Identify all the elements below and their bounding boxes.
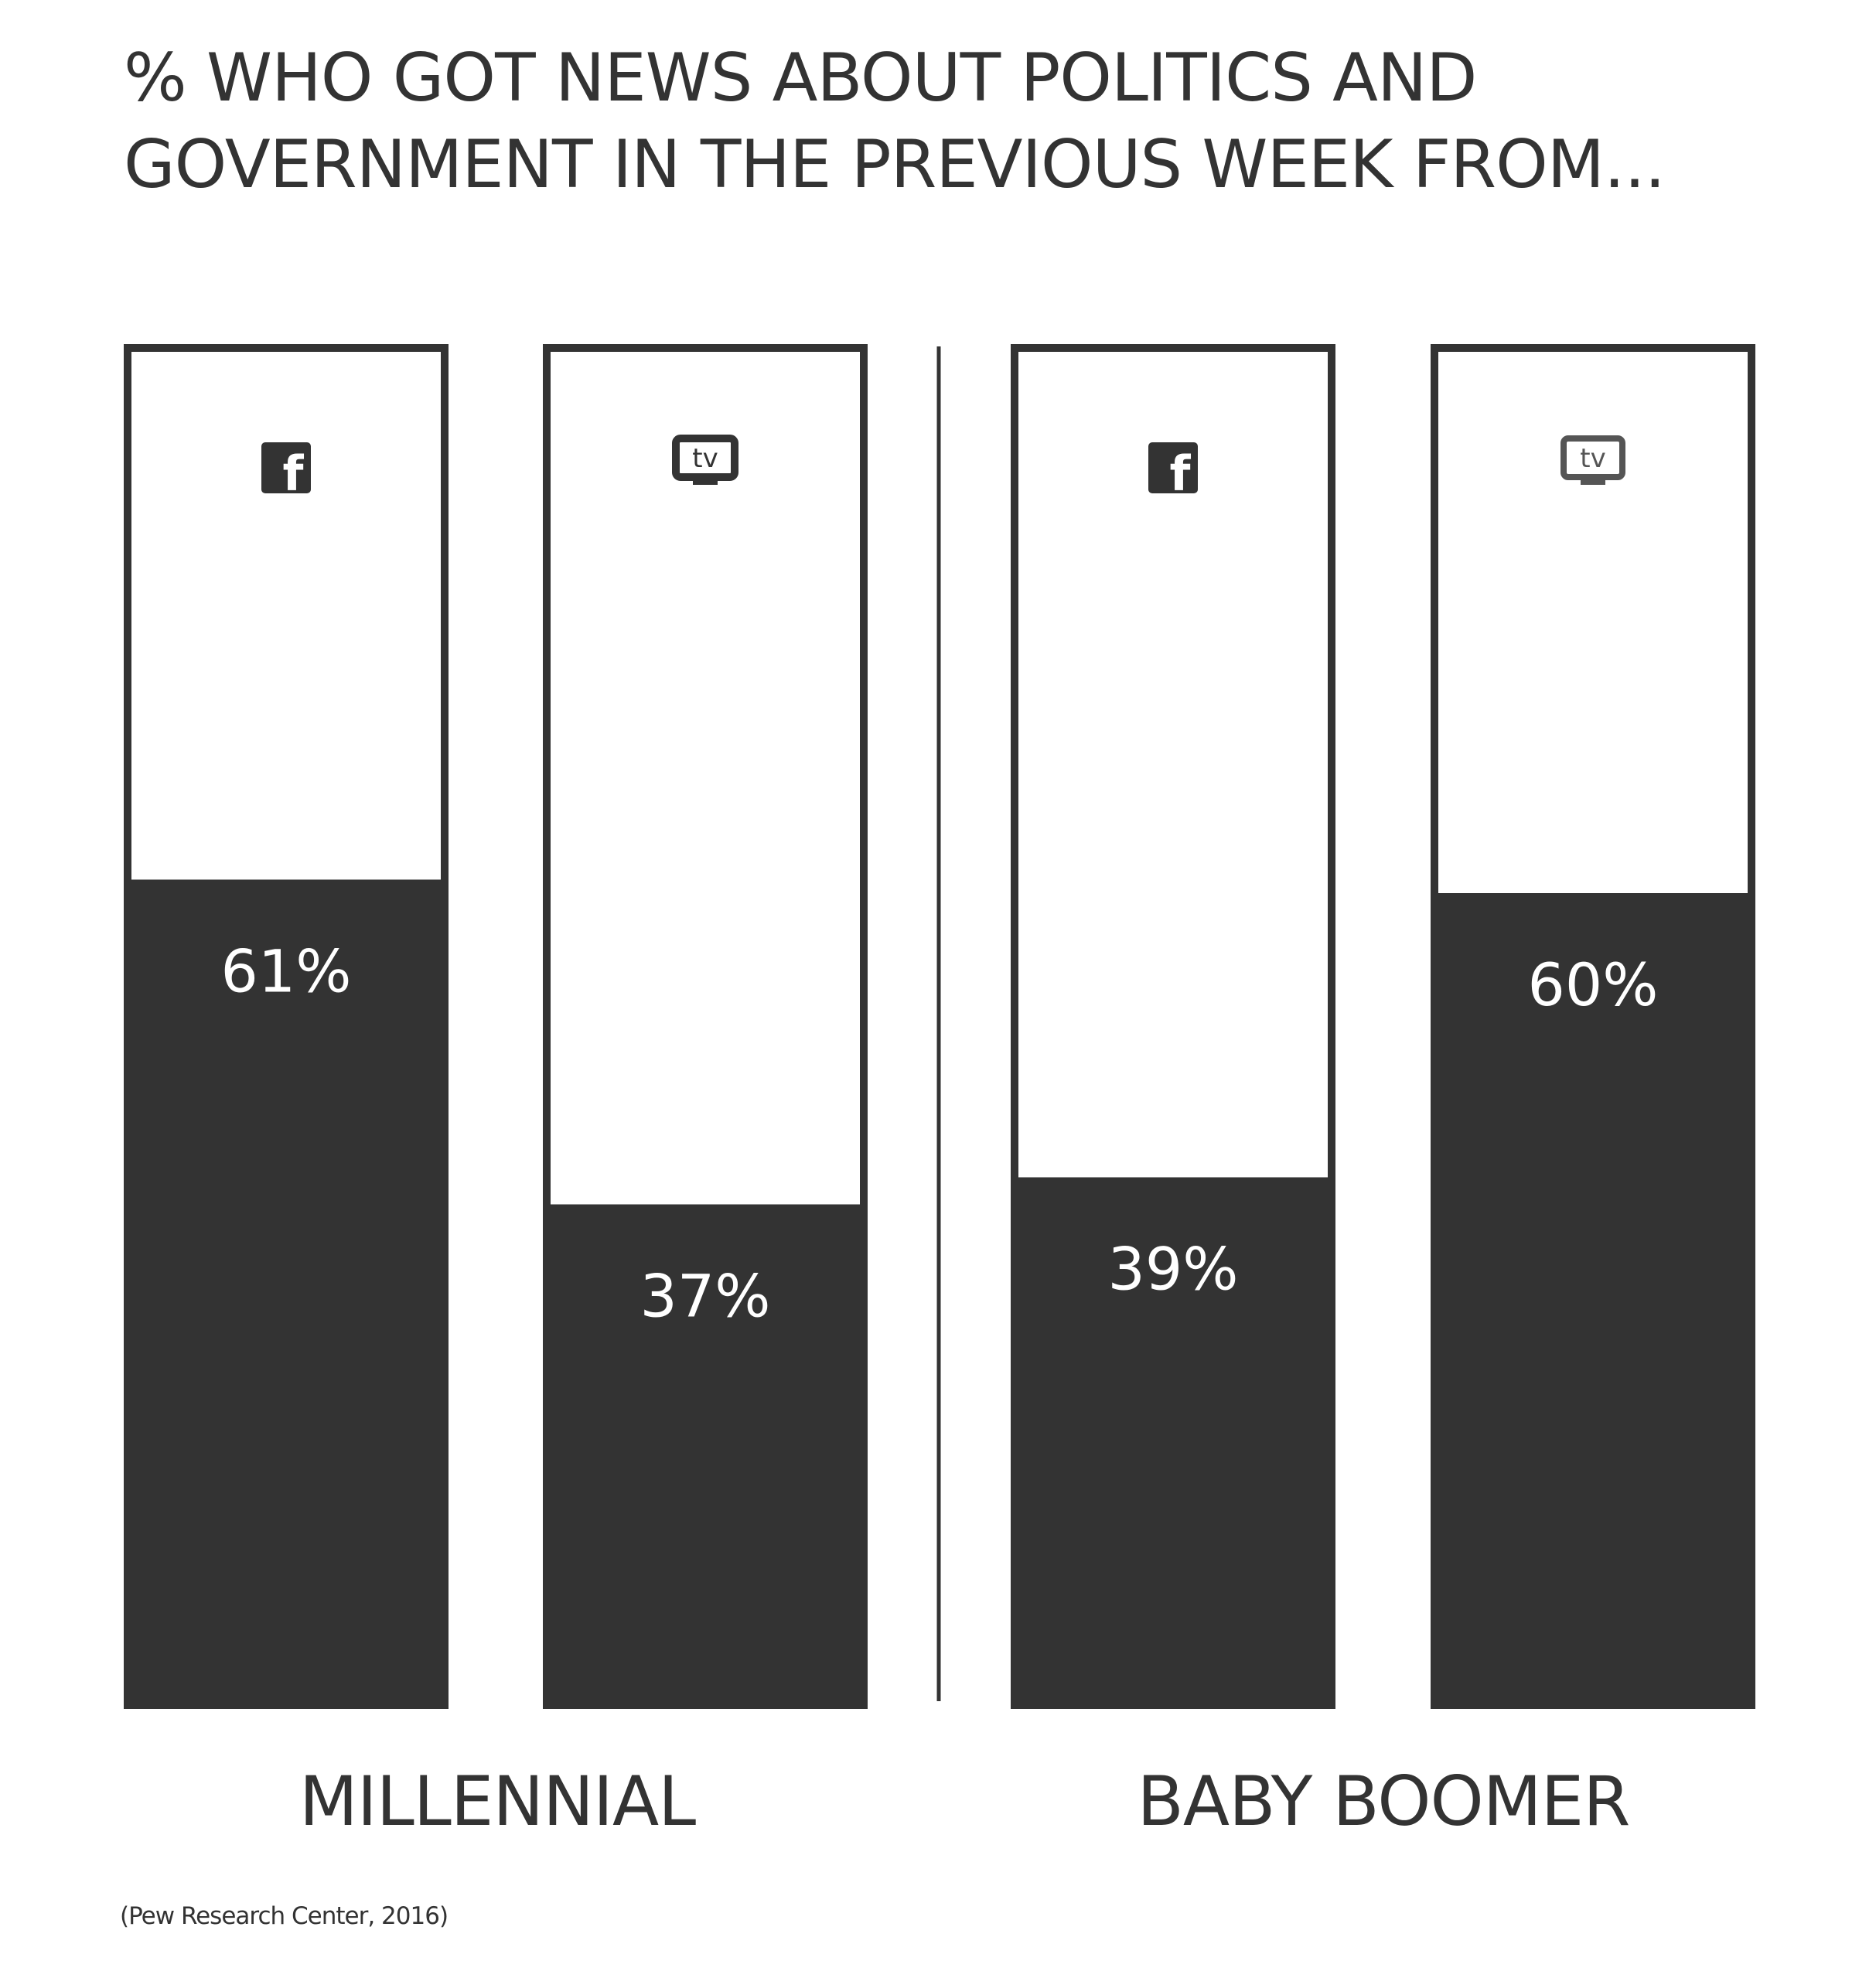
bar-baby-boomer-facebook-fill	[1011, 1177, 1335, 1705]
svg-text:tv: tv	[692, 443, 718, 474]
bar-millennial-facebook-value-label: 61%	[221, 937, 352, 1006]
group-label-millennial: MILLENNIAL	[298, 1761, 696, 1841]
chart-title: % WHO GOT NEWS ABOUT POLITICS AND GOVERN…	[124, 35, 1748, 208]
bar-millennial-tv: 37% tv	[543, 344, 868, 1709]
group-label-baby-boomer: BABY BOOMER	[1137, 1761, 1631, 1841]
tv-icon: tv	[672, 435, 738, 485]
bar-baby-boomer-tv-fill	[1431, 893, 1755, 1705]
chart-title-line-1: % WHO GOT NEWS ABOUT POLITICS AND	[124, 39, 1478, 117]
svg-text:tv: tv	[1580, 443, 1605, 474]
source-note: (Pew Research Center, 2016)	[120, 1902, 449, 1930]
bar-baby-boomer-tv: 60% tv	[1431, 344, 1755, 1709]
bar-millennial-facebook: 61% f	[124, 344, 449, 1709]
chart-title-line-2: GOVERNMENT IN THE PREVIOUS WEEK FROM...	[124, 126, 1666, 203]
bar-millennial-tv-value-label: 37%	[640, 1262, 771, 1331]
tv-icon: tv	[1560, 435, 1625, 485]
svg-text:f: f	[1170, 445, 1192, 502]
facebook-icon: f	[1148, 442, 1198, 502]
bar-baby-boomer-tv-value-label: 60%	[1528, 950, 1659, 1019]
bar-baby-boomer-facebook-value-label: 39%	[1108, 1235, 1239, 1304]
bar-millennial-facebook-fill	[124, 879, 449, 1705]
svg-text:f: f	[283, 445, 305, 502]
bar-baby-boomer-facebook: 39% f	[1011, 344, 1335, 1709]
bar-millennial-tv-fill	[543, 1204, 868, 1705]
facebook-icon: f	[261, 442, 311, 502]
